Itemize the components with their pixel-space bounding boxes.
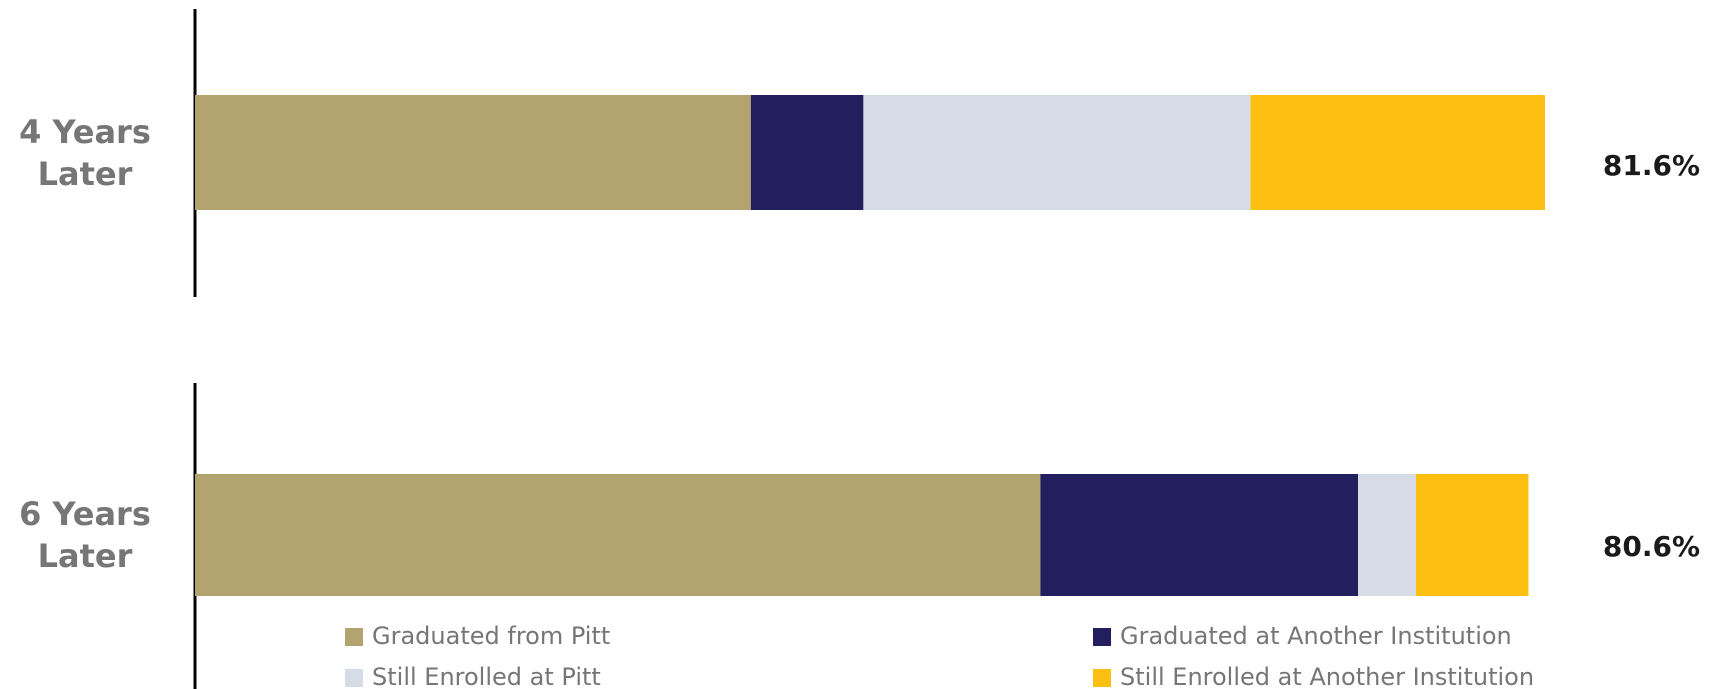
bar-segment (750, 95, 864, 210)
legend-swatch (345, 669, 363, 687)
total-label: 81.6% (1603, 149, 1700, 182)
bar-segment (863, 95, 1251, 210)
category-label: 6 Years Later (19, 495, 151, 575)
category-label: 4 Years Later (19, 112, 151, 193)
legend-label: Still Enrolled at Pitt (372, 663, 601, 689)
bar-segment (1415, 474, 1529, 596)
bar-segment (1250, 95, 1546, 210)
legend-swatch (1093, 628, 1111, 646)
legend-label: Graduated at Another Institution (1120, 622, 1512, 650)
bar-segment (195, 474, 1041, 596)
legend-swatch (345, 628, 363, 646)
bar-segment (1040, 474, 1359, 596)
total-label: 80.6% (1603, 530, 1700, 563)
legend-label: Graduated from Pitt (372, 622, 610, 650)
bar-segment (195, 95, 751, 210)
legend-label: Still Enrolled at Another Institution (1120, 663, 1534, 689)
bar-segment (1358, 474, 1416, 596)
legend-swatch (1093, 669, 1111, 687)
